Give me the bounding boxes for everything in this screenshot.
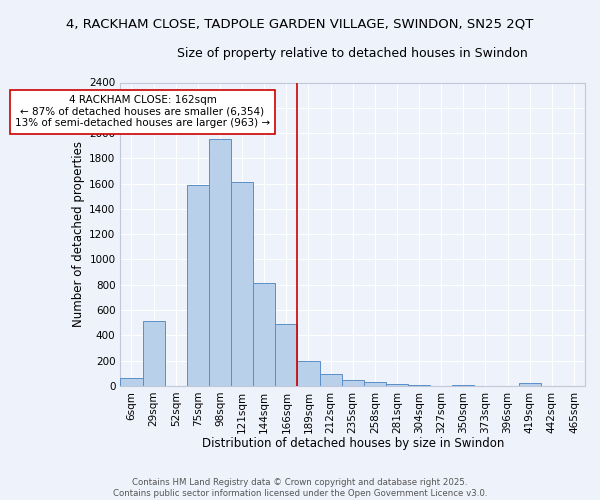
Text: 4, RACKHAM CLOSE, TADPOLE GARDEN VILLAGE, SWINDON, SN25 2QT: 4, RACKHAM CLOSE, TADPOLE GARDEN VILLAGE… <box>67 18 533 30</box>
Text: Contains HM Land Registry data © Crown copyright and database right 2025.
Contai: Contains HM Land Registry data © Crown c… <box>113 478 487 498</box>
Bar <box>298 361 320 386</box>
Bar <box>320 374 341 386</box>
Bar <box>364 382 386 386</box>
Text: 4 RACKHAM CLOSE: 162sqm
← 87% of detached houses are smaller (6,354)
13% of semi: 4 RACKHAM CLOSE: 162sqm ← 87% of detache… <box>15 95 270 128</box>
Bar <box>275 324 298 386</box>
Bar <box>341 380 364 386</box>
Bar <box>253 284 275 386</box>
Bar <box>143 322 164 386</box>
Bar <box>209 140 231 386</box>
X-axis label: Distribution of detached houses by size in Swindon: Distribution of detached houses by size … <box>202 437 504 450</box>
Bar <box>231 182 253 386</box>
Bar <box>518 384 541 386</box>
Title: Size of property relative to detached houses in Swindon: Size of property relative to detached ho… <box>178 48 528 60</box>
Bar <box>386 384 408 386</box>
Y-axis label: Number of detached properties: Number of detached properties <box>72 141 85 327</box>
Bar <box>121 378 143 386</box>
Bar <box>187 185 209 386</box>
Bar <box>408 384 430 386</box>
Bar <box>452 384 475 386</box>
